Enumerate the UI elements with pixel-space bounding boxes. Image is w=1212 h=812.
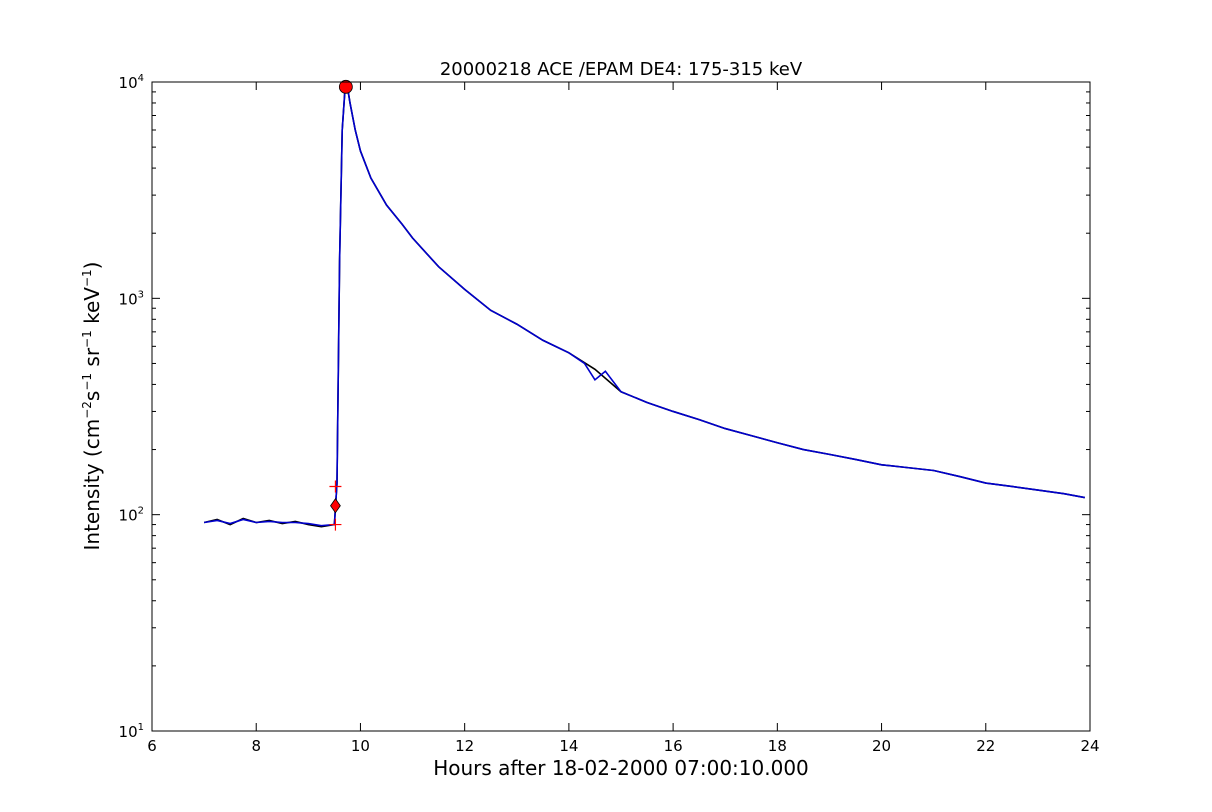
y-tick-label: 104 xyxy=(119,73,144,92)
x-tick-label: 14 xyxy=(559,737,578,755)
marker-layer xyxy=(329,79,353,531)
x-tick-label: 22 xyxy=(976,737,995,755)
x-axis-label: Hours after 18-02-2000 07:00:10.000 xyxy=(433,756,809,780)
plot-frame xyxy=(151,81,1091,732)
error-bound-marker xyxy=(329,518,342,531)
y-axis-label-exp3: −1 xyxy=(80,330,94,348)
onset-marker xyxy=(330,498,341,514)
series-line-1 xyxy=(203,84,1085,527)
x-tick-label: 16 xyxy=(664,737,683,755)
chart-title: 20000218 ACE /EPAM DE4: 175-315 keV xyxy=(440,59,803,80)
x-axis: 6 8 10 12 14 16 18 20 22 24 xyxy=(147,82,1100,755)
x-tick-label: 18 xyxy=(768,737,787,755)
series-layer xyxy=(203,84,1085,528)
x-tick-label: 10 xyxy=(351,737,370,755)
y-axis-label-kev: keV xyxy=(80,287,104,331)
series-line-0 xyxy=(203,84,1085,528)
y-axis-label: Intensity (cm−2s−1 sr−1 keV−1) xyxy=(80,262,104,551)
y-tick-label: 102 xyxy=(119,506,144,525)
y-tick-label: 103 xyxy=(119,289,144,308)
y-tick-label: 101 xyxy=(119,722,144,741)
peak-marker xyxy=(338,79,353,94)
x-tick-label: 20 xyxy=(872,737,891,755)
y-axis-label-tail: ) xyxy=(80,262,104,270)
error-bound-marker xyxy=(329,480,342,493)
y-axis: 101 102 103 104 xyxy=(119,73,1090,741)
y-axis-label-exp1: −2 xyxy=(80,401,94,419)
y-axis-label-exp2: −1 xyxy=(80,373,94,391)
x-tick-label: 6 xyxy=(147,737,157,755)
y-axis-label-s: s xyxy=(80,391,104,401)
x-tick-label: 8 xyxy=(251,737,261,755)
y-axis-label-exp4: −1 xyxy=(80,269,94,287)
x-tick-label: 12 xyxy=(455,737,474,755)
x-tick-label: 24 xyxy=(1080,737,1099,755)
y-axis-label-sr: sr xyxy=(80,347,104,373)
y-axis-label-lead: Intensity (cm xyxy=(80,419,104,551)
